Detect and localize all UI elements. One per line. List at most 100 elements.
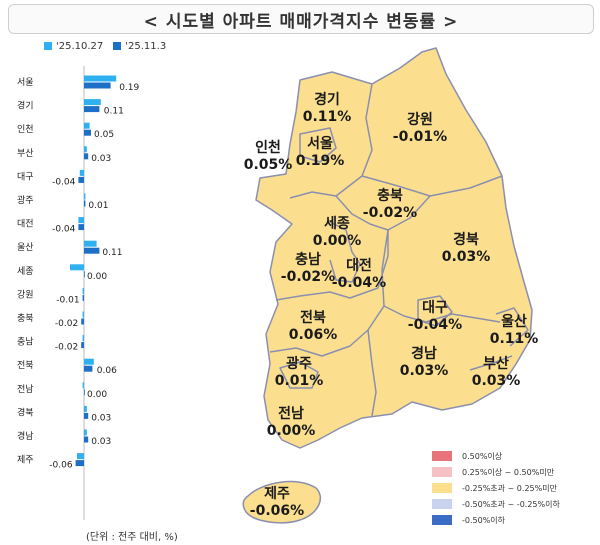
bar-prev <box>82 287 84 294</box>
category-label: 경북 <box>17 406 34 418</box>
category-label: 서울 <box>17 77 34 88</box>
bar-curr <box>84 200 86 207</box>
bar-prev <box>82 311 84 318</box>
map-legend-label: -0.50%초과 ~ -0.25%이하 <box>462 499 560 509</box>
border-chungnam-jeonbuk <box>275 230 389 301</box>
map-legend-swatch <box>432 499 452 509</box>
category-label: 강원 <box>17 289 34 300</box>
region-name: 전남 <box>278 405 304 422</box>
map-legend-label: 0.25%이상 ~ 0.50%미만 <box>462 467 555 477</box>
bar-curr <box>84 153 89 160</box>
value-label: 0.00 <box>87 272 107 282</box>
value-label: 0.11 <box>104 107 124 117</box>
bar-prev <box>84 429 87 436</box>
category-label: 경기 <box>17 100 34 112</box>
bar-prev <box>82 382 84 389</box>
bar-curr <box>84 82 111 89</box>
category-label: 광주 <box>17 194 34 206</box>
category-label: 세종 <box>17 266 34 277</box>
bar-chart: 서울 0.19 경기 0.11 인천 0.05 부산 0.03 대구 -0.04 광주 0.01 대전 -… <box>17 66 140 520</box>
region-value: -0.02% <box>281 269 335 285</box>
border-busan <box>469 355 513 371</box>
region-value: -0.06% <box>250 503 304 519</box>
value-label: -0.06 <box>49 461 73 471</box>
category-label: 충북 <box>17 313 34 324</box>
legend-swatch-prev <box>44 42 52 50</box>
border-daegu <box>417 295 453 327</box>
bar-prev <box>84 75 117 82</box>
bar-prev <box>84 358 94 365</box>
border-gyeongbuk-west <box>381 229 389 307</box>
region-name: 경기 <box>314 91 340 108</box>
category-label: 대구 <box>17 171 34 182</box>
map-legend: 0.50%이상 0.25%이상 ~ 0.50%미만 -0.25%초과 ~ 0.2… <box>432 448 560 528</box>
region-value: 0.00% <box>267 423 316 439</box>
region-value: 0.19% <box>296 153 345 169</box>
bar-curr <box>78 176 84 183</box>
value-label: 0.01 <box>88 201 108 211</box>
border-ulsan <box>495 307 529 347</box>
map-legend-label: 0.50%이상 <box>462 451 503 461</box>
region-value: 0.01% <box>275 373 324 389</box>
map-legend-label: -0.50%이하 <box>462 515 506 525</box>
value-label: 0.06 <box>97 366 117 376</box>
map-legend-label: -0.25%초과 ~ 0.25%미만 <box>462 483 557 493</box>
bar-prev <box>77 453 84 460</box>
bar-prev <box>82 335 84 342</box>
legend-label-prev: '25.10.27 <box>56 41 104 52</box>
category-label: 전남 <box>17 384 34 395</box>
border-gyeonggi-gangwon <box>361 83 373 177</box>
bar-curr <box>84 247 100 254</box>
value-label: 0.00 <box>87 390 107 400</box>
legend-item-prev: '25.10.27 <box>44 41 103 52</box>
border-gyeonggi-south <box>289 175 363 199</box>
bar-prev <box>79 169 84 176</box>
bar-curr <box>84 365 93 372</box>
bar-prev <box>84 405 87 412</box>
map-labels: 경기0.11% 강원-0.01%인천0.05%서울0.19%충북-0.02%세종0… <box>244 91 539 519</box>
region-name: 경남 <box>411 345 437 362</box>
bar-curr <box>78 224 84 231</box>
region-value: -0.04% <box>332 275 386 291</box>
value-label: 0.11 <box>102 248 122 258</box>
border-jeonbuk-jeonnam <box>269 305 385 357</box>
region-value: -0.01% <box>393 129 447 145</box>
region-name: 인천 <box>255 139 281 156</box>
value-label: -0.02 <box>55 319 78 329</box>
page-title: < 시도별 아파트 매매가격지수 변동률 > <box>8 4 594 34</box>
category-label: 부산 <box>17 148 34 159</box>
jeju-shape <box>242 480 321 524</box>
bar-curr <box>84 129 91 136</box>
region-name: 울산 <box>501 313 527 330</box>
region-name: 광주 <box>286 355 312 372</box>
bar-curr <box>84 106 100 113</box>
map-legend-swatch <box>432 451 452 461</box>
bar-curr <box>84 271 85 278</box>
region-name: 충북 <box>377 188 403 204</box>
bar-prev <box>84 99 101 106</box>
bar-prev <box>78 217 84 224</box>
value-label: 0.05 <box>94 130 114 140</box>
border-jeonnam-gyeongnam <box>367 329 377 417</box>
category-label: 제주 <box>17 455 34 466</box>
bar-curr <box>84 436 89 443</box>
region-name: 세종 <box>324 216 350 232</box>
border-gyeongbuk-gyeongnam <box>383 305 501 323</box>
region-name: 전북 <box>300 309 326 326</box>
map-legend-swatch <box>432 467 452 477</box>
category-label: 대전 <box>17 219 34 230</box>
category-label: 전북 <box>17 360 34 371</box>
value-label: -0.04 <box>52 177 76 187</box>
legend-label-curr: '25.11.3 <box>125 41 167 52</box>
map-legend-swatch <box>432 515 452 525</box>
region-value: 0.11% <box>303 109 352 125</box>
bar-prev <box>84 193 86 200</box>
bar-prev <box>84 240 97 247</box>
legend-item-curr: '25.11.3 <box>113 41 166 52</box>
unit-note: (단위 : 전주 대비, %) <box>86 532 178 543</box>
value-label: 0.19 <box>119 83 139 93</box>
border-chungbuk <box>335 195 431 231</box>
region-value: -0.04% <box>408 317 462 333</box>
bar-prev <box>84 122 90 129</box>
